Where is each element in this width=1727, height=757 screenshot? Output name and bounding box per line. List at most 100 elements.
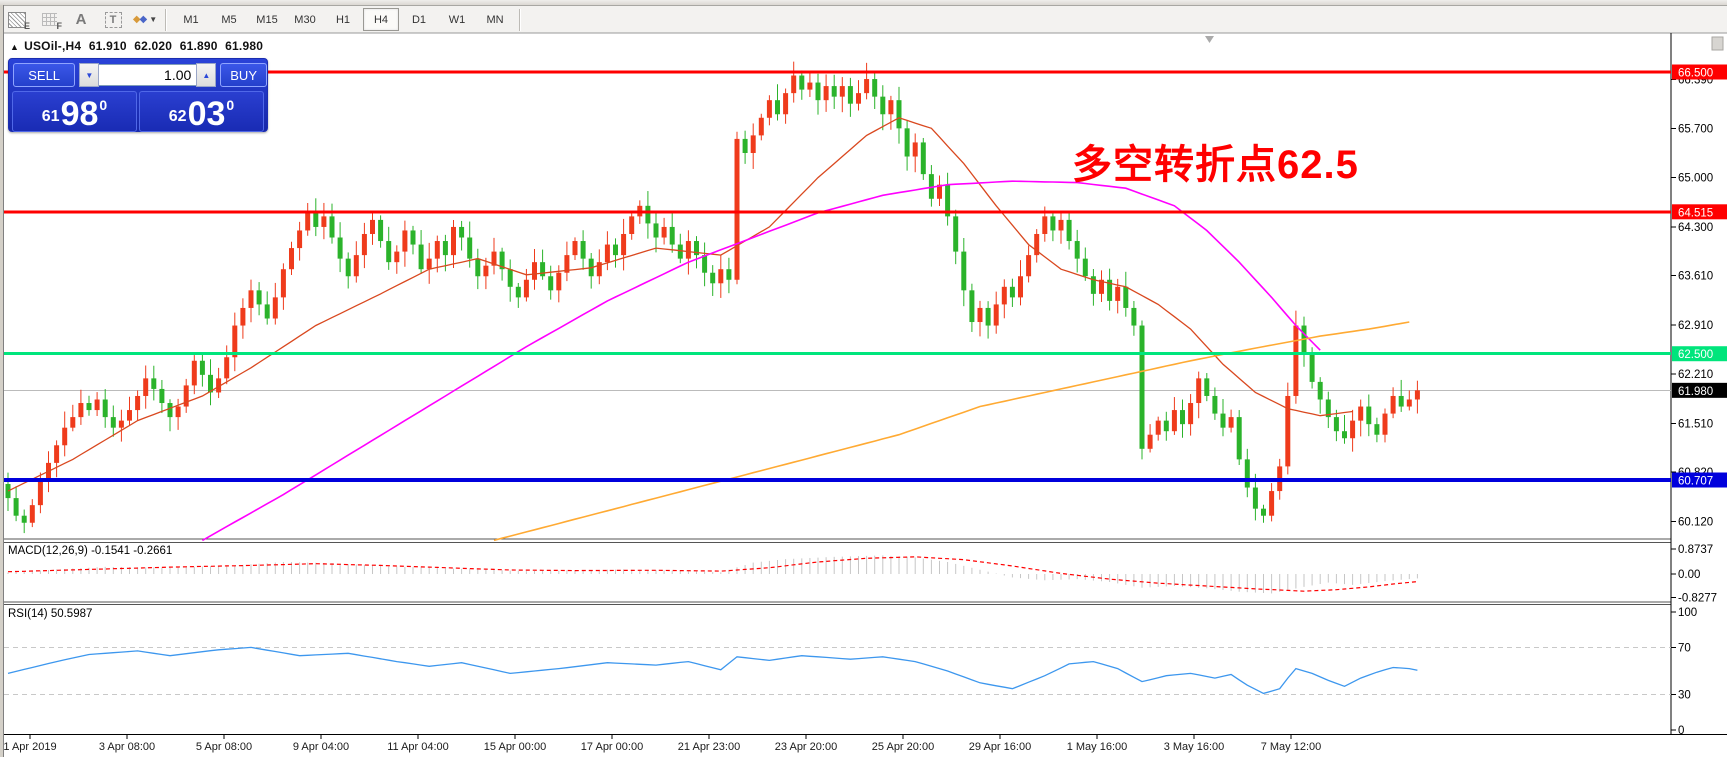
- chart-toolbar: E F A T ◆◆ ▼ M1 M5 M15 M30 H1 H4 D1 W1 MN: [0, 6, 1727, 34]
- candle-body: [1155, 420, 1161, 435]
- candle-body: [856, 93, 861, 104]
- buy-button[interactable]: BUY: [220, 63, 267, 87]
- time-label: 17 Apr 00:00: [581, 741, 643, 753]
- candle-body: [985, 307, 991, 326]
- candle-body: [442, 241, 448, 256]
- time-label: 3 May 16:00: [1164, 741, 1225, 753]
- level-badge-label: 60.707: [1678, 476, 1713, 488]
- candle-body: [831, 86, 837, 97]
- chevron-down-icon[interactable]: ▼: [149, 15, 158, 24]
- ohlc-low: 61.890: [179, 39, 218, 53]
- buy-price-display[interactable]: 62 03 0: [139, 91, 264, 132]
- candle-body: [515, 286, 521, 298]
- timeframe-button-d1[interactable]: D1: [411, 13, 427, 26]
- volume-stepper: ▼ ▲: [79, 63, 217, 87]
- grid-f-icon[interactable]: F: [34, 8, 64, 31]
- candle-body: [386, 241, 392, 263]
- timeframe-button-mn[interactable]: MN: [486, 13, 504, 26]
- candle-body: [1382, 413, 1388, 435]
- macd-label: MACD(12,26,9) -0.1541 -0.2661: [8, 545, 173, 557]
- candle-body: [596, 262, 602, 277]
- candle-body: [1333, 417, 1339, 432]
- toolbar-separator: [165, 8, 167, 31]
- candle-body: [969, 290, 975, 323]
- candle-body: [29, 505, 35, 523]
- candle-body: [289, 248, 294, 270]
- sell-button[interactable]: SELL: [13, 63, 76, 87]
- window-left-edge: [0, 5, 4, 757]
- candle-body: [564, 255, 570, 273]
- candle-body: [912, 142, 918, 157]
- candle-body: [1212, 395, 1218, 414]
- candle-body: [118, 420, 124, 428]
- candle-body: [807, 82, 813, 90]
- candle-body: [540, 262, 546, 277]
- timeframe-button-m30[interactable]: M30: [294, 13, 316, 26]
- sell-price-main: 98: [60, 95, 99, 133]
- icon-sub-label: F: [56, 21, 63, 31]
- level-badge: [1672, 472, 1727, 488]
- candle-body: [629, 216, 635, 234]
- volume-increase-button[interactable]: ▲: [196, 63, 217, 87]
- candle-body: [896, 100, 902, 129]
- candle-body: [1090, 276, 1096, 294]
- candle-body: [791, 75, 797, 94]
- candle-body: [1042, 216, 1048, 234]
- candle-body: [718, 269, 724, 284]
- volume-input[interactable]: [99, 64, 197, 86]
- candle-body: [669, 226, 675, 245]
- macd-tick-label: 0.00: [1678, 569, 1700, 581]
- rsi-tick-label: 100: [1678, 607, 1697, 619]
- candle-body: [1196, 378, 1202, 404]
- candle-body: [159, 388, 165, 404]
- price-tick-label: 61.510: [1678, 418, 1713, 430]
- candle-body: [370, 219, 375, 234]
- candle-body: [1009, 286, 1015, 298]
- time-label: 9 Apr 04:00: [293, 741, 349, 753]
- candle-body: [13, 498, 19, 516]
- candle-body: [361, 233, 367, 256]
- objects-hatch-e-icon[interactable]: E: [2, 8, 32, 31]
- macd-tick-label: 0.8737: [1678, 544, 1713, 556]
- candle-body: [661, 226, 667, 238]
- timeframe-button-m15[interactable]: M15: [256, 13, 278, 26]
- candle-body: [1406, 399, 1412, 407]
- timeframe-button-h4[interactable]: H4: [363, 8, 399, 31]
- current-price-badge: [1672, 382, 1727, 398]
- timeframe-button-h1[interactable]: H1: [335, 13, 351, 26]
- t-glyph: T: [104, 11, 122, 28]
- candle-body: [1358, 406, 1364, 421]
- text-label-t-icon[interactable]: T: [98, 8, 128, 31]
- text-a-icon[interactable]: A: [66, 8, 96, 31]
- collapse-arrow-icon[interactable]: ▲: [10, 42, 20, 52]
- candle-body: [1131, 307, 1137, 326]
- candle-body: [451, 226, 456, 256]
- candle-body: [127, 410, 132, 421]
- timeframe-button-w1[interactable]: W1: [448, 13, 466, 26]
- candle-body: [1269, 491, 1275, 516]
- candle-body: [475, 258, 481, 277]
- timeframe-button-m1[interactable]: M1: [183, 13, 199, 26]
- candle-body: [102, 399, 108, 418]
- candle-body: [110, 417, 116, 428]
- candle-body: [1171, 410, 1177, 432]
- candle-body: [345, 258, 351, 277]
- timeframe-button-m5[interactable]: M5: [221, 13, 237, 26]
- candle-body: [240, 307, 246, 326]
- buy-price-prefix: 62: [168, 108, 187, 125]
- candle-body: [532, 262, 537, 280]
- candle-body: [1366, 406, 1372, 425]
- candle-body: [167, 403, 173, 418]
- sell-price-display[interactable]: 61 98 0: [12, 91, 137, 132]
- candle-body: [54, 445, 60, 463]
- volume-decrease-button[interactable]: ▼: [79, 63, 100, 87]
- candle-body: [394, 251, 400, 263]
- ma-slow-line: [493, 321, 1410, 542]
- candle-body: [94, 399, 100, 411]
- candle-body: [402, 230, 408, 252]
- scrollbar-remnant: [1711, 36, 1724, 51]
- candle-body: [199, 360, 205, 375]
- sell-price-prefix: 61: [41, 108, 60, 125]
- symbols-diamond-icon[interactable]: ◆◆ ▼: [130, 8, 160, 31]
